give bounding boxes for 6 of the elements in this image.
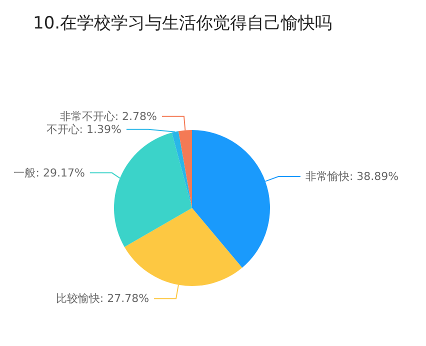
slice-label: 比较愉快: 27.78% — [56, 292, 150, 306]
slice-label: 一般: 29.17% — [14, 166, 85, 180]
slice-label: 非常不开心: 2.78% — [60, 110, 157, 123]
slice-label: 非常愉快: 38.89% — [305, 170, 399, 184]
slice-label: 不开心: 1.39% — [46, 122, 122, 136]
chart-title: 10.在学校学习与生活你觉得自己愉快吗 — [33, 14, 332, 34]
